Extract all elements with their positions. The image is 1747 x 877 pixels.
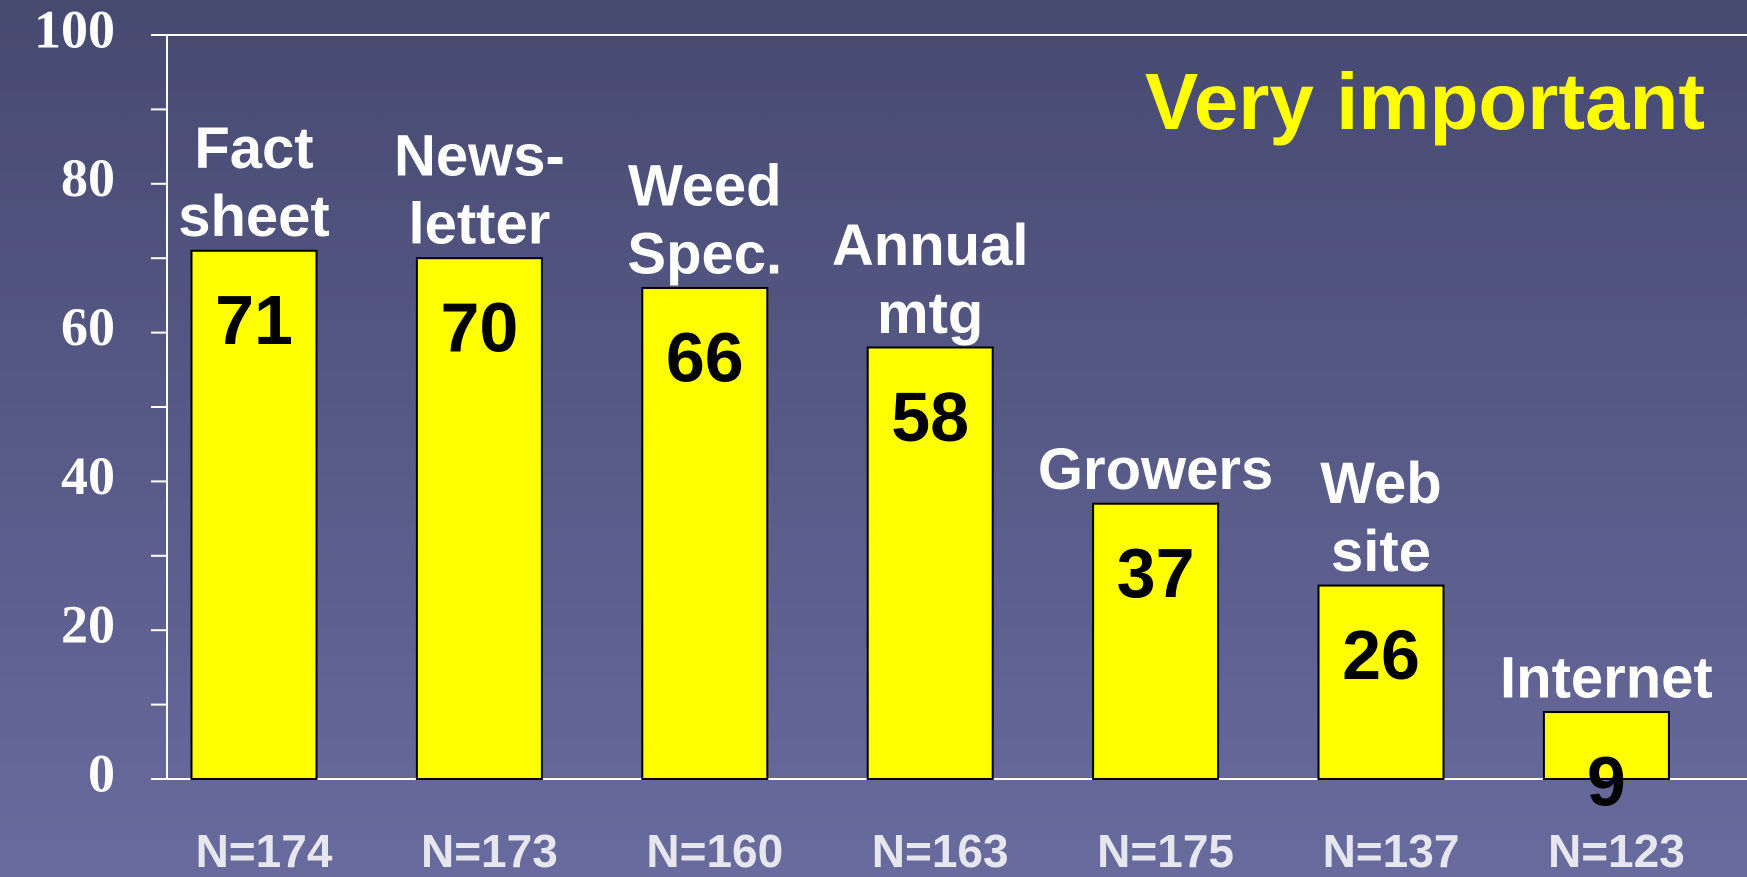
y-tick-label: 60: [61, 297, 115, 357]
bar: [415, 257, 543, 780]
annotation: Very important: [1145, 57, 1705, 146]
category-label: Annual: [832, 213, 1029, 278]
value-label: 71: [215, 281, 293, 359]
y-tick-label: 0: [88, 743, 115, 803]
category-label: letter: [408, 192, 550, 257]
category-label: Weed: [628, 153, 782, 218]
sample-size-label: N=163: [872, 825, 1009, 877]
value-label: 66: [666, 318, 744, 396]
sample-size-label: N=174: [196, 825, 333, 877]
value-label: 37: [1117, 534, 1195, 612]
category-label: sheet: [178, 184, 330, 249]
category-label: Fact: [194, 116, 313, 181]
value-label: 70: [440, 289, 518, 367]
category-label: Internet: [1500, 645, 1713, 710]
sample-size-label: N=123: [1548, 825, 1685, 877]
sample-size-label: N=160: [646, 825, 783, 877]
value-label: 9: [1587, 743, 1626, 821]
bar: [190, 249, 318, 780]
sample-size-label: N=173: [421, 825, 558, 877]
category-label: site: [1331, 519, 1431, 584]
category-label: mtg: [877, 281, 983, 346]
category-label: Growers: [1038, 437, 1273, 502]
bar: [1317, 584, 1445, 780]
bar: [1092, 502, 1220, 780]
value-label: 58: [891, 378, 969, 456]
bar: [641, 286, 769, 780]
y-tick-label: 80: [61, 148, 115, 208]
value-label: 26: [1342, 616, 1420, 694]
category-label: News-: [394, 124, 565, 189]
y-tick-label: 100: [34, 0, 115, 59]
category-label: Spec.: [627, 221, 782, 286]
category-label: Web: [1320, 451, 1441, 516]
y-tick-label: 40: [61, 446, 115, 506]
sample-size-label: N=137: [1323, 825, 1460, 877]
sample-size-label: N=175: [1097, 825, 1234, 877]
y-tick-label: 20: [61, 595, 115, 655]
bar: [1542, 711, 1670, 780]
bar: [866, 346, 994, 780]
